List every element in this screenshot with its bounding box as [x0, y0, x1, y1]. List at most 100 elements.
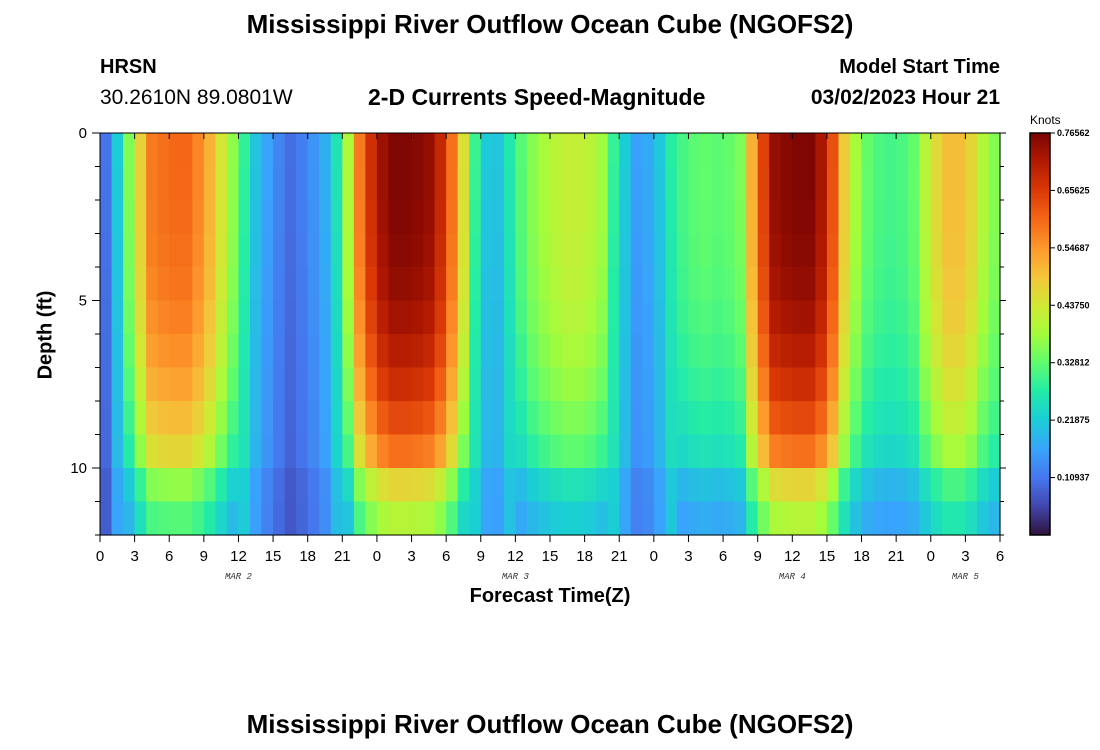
heatmap-cell [988, 300, 1001, 335]
heatmap-cell [596, 233, 609, 268]
heatmap-cell [261, 166, 274, 201]
heatmap-cell [792, 300, 805, 335]
heatmap-cell [653, 267, 666, 302]
heatmap-cell [746, 133, 759, 168]
heatmap-cell [596, 133, 609, 168]
x-tick-label: 0 [650, 548, 658, 565]
colorbar [1029, 132, 1051, 536]
heatmap-cell [850, 300, 863, 335]
heatmap-cell [826, 133, 840, 168]
heatmap-cell [319, 200, 332, 235]
heatmap-cell [423, 401, 436, 436]
y-tick-label: 0 [79, 125, 87, 142]
heatmap-cell [307, 434, 320, 469]
heatmap-cell [596, 367, 609, 402]
heatmap-cell [815, 401, 828, 436]
heatmap-cell [584, 133, 597, 168]
heatmap-cell [365, 468, 378, 503]
heatmap-cell [100, 133, 113, 168]
heatmap-cell [157, 501, 170, 536]
heatmap-cell [630, 367, 643, 402]
heatmap-cell [792, 267, 805, 302]
heatmap-cell [192, 233, 205, 268]
heatmap-cell [215, 267, 228, 302]
heatmap-cell [330, 468, 343, 503]
heatmap-cell [792, 166, 805, 201]
heatmap-cell [376, 468, 390, 503]
day-label: MAR 5 [952, 572, 980, 582]
heatmap-cell [803, 233, 816, 268]
heatmap-cell [503, 401, 516, 436]
heatmap-cell [192, 267, 205, 302]
heatmap-cell [988, 367, 1001, 402]
heatmap-cell [711, 267, 724, 302]
heatmap-cell [792, 401, 805, 436]
heatmap-cell [930, 501, 943, 536]
x-tick-label: 0 [927, 548, 935, 565]
heatmap-cell [965, 166, 978, 201]
heatmap-cell [826, 434, 840, 469]
heatmap-cell [480, 133, 493, 168]
heatmap-cell [596, 401, 609, 436]
heatmap-cell [896, 501, 909, 536]
heatmap-cell [907, 401, 920, 436]
heatmap-cell [307, 367, 320, 402]
heatmap-cell [953, 233, 966, 268]
colorbar-ticks: 0.76562 0.65625 0.54687 0.43750 0.32812 0.218… [1050, 128, 1090, 483]
heatmap-cell [792, 133, 805, 168]
heatmap-cell [746, 468, 759, 503]
heatmap-cell [284, 200, 297, 235]
heatmap-cell [746, 200, 759, 235]
heatmap-cell [746, 401, 759, 436]
heatmap-cell [503, 501, 516, 536]
heatmap-cell [169, 468, 182, 503]
heatmap-cell [873, 300, 886, 335]
heatmap-cell [711, 334, 724, 369]
heatmap-cell [411, 133, 424, 168]
heatmap-cell [838, 468, 851, 503]
heatmap-cell [238, 233, 251, 268]
heatmap-cell [942, 367, 955, 402]
heatmap-cell [526, 401, 540, 436]
heatmap-cell [861, 401, 874, 436]
heatmap-cell [169, 434, 182, 469]
heatmap-cell [123, 401, 136, 436]
heatmap-cell [826, 200, 840, 235]
heatmap-cell [273, 300, 286, 335]
heatmap-cell [976, 200, 990, 235]
heatmap-cell [965, 300, 978, 335]
heatmap-cell [480, 401, 493, 436]
heatmap-cell [261, 434, 274, 469]
heatmap-cell [342, 133, 355, 168]
heatmap-cell [561, 334, 574, 369]
heatmap-cell [642, 367, 655, 402]
heatmap-cell [469, 233, 482, 268]
heatmap-cell [307, 300, 320, 335]
heatmap-cell [503, 334, 516, 369]
heatmap-cell [723, 166, 736, 201]
heatmap-cell [111, 300, 124, 335]
heatmap-cell [746, 300, 759, 335]
heatmap-cell [480, 468, 493, 503]
heatmap-cell [561, 501, 574, 536]
heatmap-cell [319, 468, 332, 503]
heatmap-cell [953, 367, 966, 402]
heatmap-cell [503, 267, 516, 302]
heatmap-cell [561, 267, 574, 302]
heatmap-cell [711, 401, 724, 436]
heatmap-cell [688, 233, 701, 268]
heatmap-cell [826, 468, 840, 503]
heatmap-cell [550, 401, 563, 436]
heatmap-cell [469, 434, 482, 469]
heatmap-cell [861, 166, 874, 201]
heatmap-cell [630, 166, 643, 201]
heatmap-cell [907, 367, 920, 402]
x-tick-label: 12 [230, 548, 247, 565]
heatmap-cell [700, 267, 713, 302]
x-tick-label: 6 [165, 548, 173, 565]
heatmap-cell [873, 434, 886, 469]
heatmap-cell [642, 434, 655, 469]
heatmap-cell [584, 401, 597, 436]
heatmap-cell [238, 267, 251, 302]
heatmap-cell [607, 233, 620, 268]
